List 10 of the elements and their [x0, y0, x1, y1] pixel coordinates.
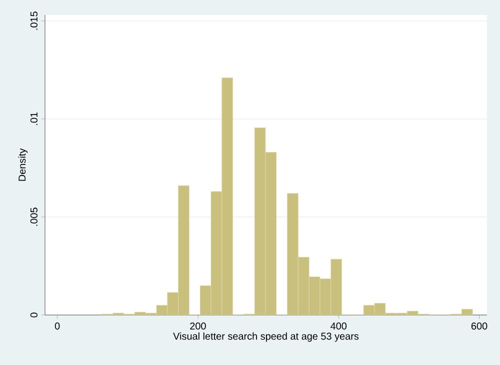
x-tick-label: 600	[471, 322, 488, 330]
x-axis-title: Visual letter search speed at age 53 years	[173, 332, 359, 342]
y-tick-label: .015	[30, 12, 38, 30]
y-tick-label: .01	[30, 112, 38, 125]
x-tick-label: 400	[330, 322, 347, 330]
x-tick-label: 0	[54, 322, 60, 330]
y-axis-title: Density	[18, 148, 28, 181]
y-tick-label: 0	[30, 312, 38, 318]
x-tick-label: 200	[190, 322, 206, 330]
y-tick-label: .005	[30, 208, 38, 226]
